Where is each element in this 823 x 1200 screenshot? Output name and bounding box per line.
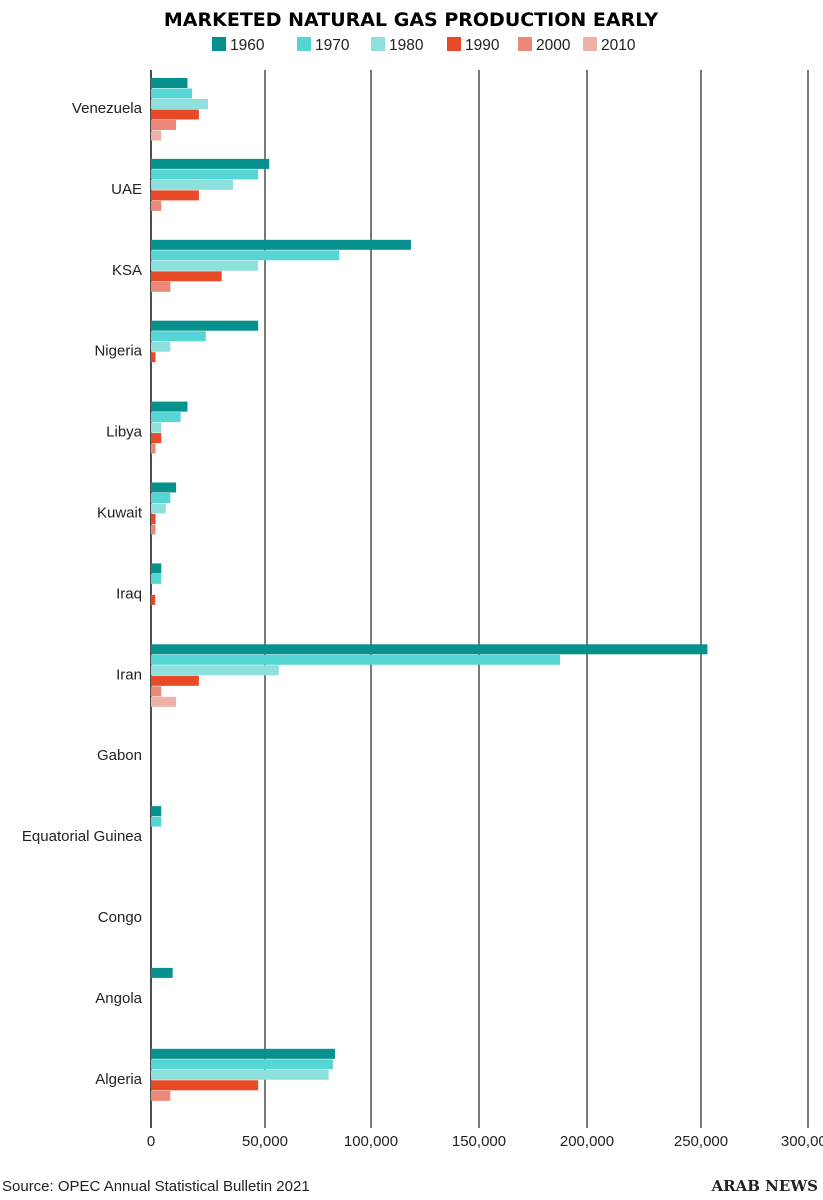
bar-uae-1980 [151, 179, 234, 190]
bar-iraq-1990 [151, 594, 156, 605]
x-tick-label: 250,000 [674, 1133, 728, 1150]
category-label: Algeria [95, 1071, 142, 1088]
bar-uae-2000 [151, 200, 162, 211]
x-tick-label: 200,000 [560, 1133, 614, 1150]
bar-venezuela-1960 [151, 78, 188, 88]
bar-angola-1960 [151, 967, 173, 978]
category-label: Venezuela [72, 100, 143, 117]
bar-iran-1960 [151, 644, 708, 655]
source-note: Source: OPEC Annual Statistical Bulletin… [2, 1178, 310, 1195]
bar-nigeria-1960 [151, 320, 259, 331]
bar-algeria-2000 [151, 1090, 171, 1101]
bar-uae-1970 [151, 169, 259, 180]
chart-title: MARKETED NATURAL GAS PRODUCTION EARLY [164, 9, 658, 31]
bar-iraq-1960 [151, 563, 162, 574]
legend-label-2010: 2010 [601, 37, 636, 54]
bar-ksa-1970 [151, 250, 340, 261]
bar-nigeria-1980 [151, 341, 171, 352]
legend-swatch-1980 [371, 37, 385, 51]
category-label: KSA [112, 262, 142, 279]
category-label: Libya [106, 424, 143, 441]
legend-swatch-2010 [583, 37, 597, 51]
bar-kuwait-1990 [151, 514, 156, 524]
category-label: Congo [98, 909, 142, 926]
bar-iran-2010 [151, 696, 177, 707]
category-label: Iran [116, 666, 142, 683]
bar-iran-1970 [151, 654, 560, 665]
x-tick-label: 50,000 [242, 1133, 288, 1150]
category-labels: Venezuela UAE KSA Nigeria Libya Kuwait Iraq Ira… [22, 100, 143, 1088]
legend-label-1970: 1970 [315, 37, 350, 54]
bar-venezuela-1980 [151, 99, 208, 109]
bar-ksa-1980 [151, 260, 259, 271]
x-tick-label: 300,000 [781, 1133, 823, 1150]
publisher-logo: ARAB NEWS [711, 1177, 818, 1195]
bar-kuwait-1970 [151, 493, 171, 503]
legend-swatch-1990 [447, 37, 461, 51]
gridlines [150, 70, 809, 1128]
bar-algeria-1960 [151, 1048, 335, 1059]
bar-kuwait-1960 [151, 482, 177, 493]
category-label: Iraq [116, 585, 142, 602]
category-label: UAE [111, 181, 142, 198]
bar-equatorial-guinea-1960 [151, 806, 162, 817]
bar-libya-1990 [151, 433, 162, 444]
bar-algeria-1980 [151, 1069, 329, 1080]
bar-equatorial-guinea-1970 [151, 816, 162, 827]
bars [151, 78, 708, 1101]
x-tick-label: 0 [147, 1133, 155, 1150]
bar-algeria-1990 [151, 1080, 259, 1091]
legend-label-2000: 2000 [536, 37, 571, 54]
bar-iran-1980 [151, 665, 279, 676]
category-label: Angola [95, 990, 142, 1007]
legend-label-1990: 1990 [465, 37, 500, 54]
category-label: Gabon [97, 747, 142, 764]
bar-nigeria-1990 [151, 352, 156, 363]
bar-ksa-1990 [151, 271, 222, 282]
bar-nigeria-1970 [151, 331, 206, 342]
bar-algeria-1970 [151, 1059, 333, 1070]
bar-ksa-1960 [151, 239, 411, 250]
x-tick-label: 100,000 [344, 1133, 398, 1150]
legend-swatch-1970 [297, 37, 311, 51]
bar-iran-1990 [151, 675, 199, 686]
bar-libya-1970 [151, 412, 181, 423]
x-tick-label: 150,000 [452, 1133, 506, 1150]
legend: 1960 1970 1980 1990 2000 2010 [212, 37, 636, 54]
bar-venezuela-1990 [151, 109, 199, 120]
legend-label-1980: 1980 [389, 37, 424, 54]
legend-swatch-2000 [518, 37, 532, 51]
bar-kuwait-1980 [151, 503, 166, 514]
bar-libya-2000 [151, 443, 156, 454]
bar-kuwait-2000 [151, 524, 156, 535]
bar-uae-1960 [151, 158, 270, 169]
x-axis-ticks: 0 50,000 100,000 150,000 200,000 250,000 300,0… [147, 1133, 823, 1150]
category-label: Equatorial Guinea [22, 828, 143, 845]
bar-libya-1960 [151, 401, 188, 412]
bar-venezuela-2010 [151, 130, 162, 141]
legend-label-1960: 1960 [230, 37, 265, 54]
category-label: Nigeria [94, 343, 142, 360]
bar-venezuela-1970 [151, 88, 193, 99]
bar-iran-2000 [151, 686, 162, 697]
bar-ksa-2000 [151, 281, 171, 292]
bar-uae-1990 [151, 190, 199, 201]
bar-iraq-1970 [151, 573, 162, 584]
legend-swatch-1960 [212, 37, 226, 51]
category-label: Kuwait [97, 505, 143, 522]
bar-venezuela-2000 [151, 120, 177, 130]
bar-libya-1980 [151, 422, 162, 433]
